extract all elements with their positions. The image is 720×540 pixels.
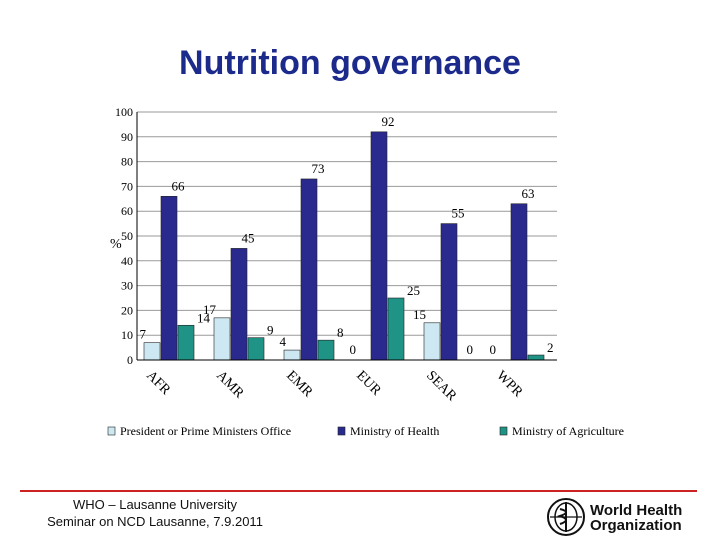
value-label: 63 <box>522 186 535 201</box>
bar-sear-1 <box>423 322 441 361</box>
bar-afr-3 <box>177 324 195 361</box>
value-label: 17 <box>203 302 217 317</box>
bar-wpr-3 <box>527 354 545 361</box>
bar-eur-3 <box>387 297 405 361</box>
value-label: 0 <box>350 342 357 357</box>
y-tick-label: 0 <box>127 353 133 367</box>
bar-emr-3 <box>317 339 335 361</box>
legend-swatch <box>337 426 346 436</box>
value-label: 55 <box>452 206 465 221</box>
category-labels: AFR AMR EMR EUR SEAR WPR <box>143 368 526 404</box>
bar-amr-3 <box>247 337 265 361</box>
legend-swatch <box>499 426 508 436</box>
y-tick-label: 50 <box>121 229 133 243</box>
value-label: 0 <box>490 342 497 357</box>
category-label: SEAR <box>423 368 459 404</box>
legend-swatch <box>107 426 116 436</box>
value-label: 45 <box>242 230 255 245</box>
who-logo-line-2: Organization <box>590 517 682 534</box>
bar-emr-2 <box>300 178 318 361</box>
bar-wpr-2 <box>510 203 528 361</box>
bar-eur-2 <box>370 131 388 361</box>
y-tick-label: 10 <box>121 328 133 342</box>
footer-text: WHO – Lausanne University Seminar on NCD… <box>20 496 290 530</box>
legend-label: Ministry of Health <box>350 424 439 438</box>
value-label: 9 <box>267 323 274 338</box>
value-label: 0 <box>467 342 474 357</box>
value-label: 2 <box>547 340 554 355</box>
category-label: AFR <box>143 368 173 398</box>
y-tick-label: 90 <box>121 130 133 144</box>
y-tick-label: 60 <box>121 204 133 218</box>
y-axis-ticks: 0 10 20 30 40 50 60 70 80 90 100 <box>115 105 133 367</box>
footer-line-1: WHO – Lausanne University <box>72 497 237 512</box>
who-logo-line-1: World Health <box>590 502 683 519</box>
legend-label: Ministry of Agriculture <box>512 424 624 438</box>
category-label: AMR <box>213 368 247 402</box>
value-label: 25 <box>407 283 420 298</box>
bar-amr-1 <box>213 317 231 361</box>
value-label: 92 <box>382 114 395 129</box>
gridlines <box>137 111 557 336</box>
value-label: 8 <box>337 325 344 340</box>
footer-divider <box>20 490 697 492</box>
value-label: 66 <box>172 178 186 193</box>
value-label: 7 <box>140 327 147 342</box>
category-label: EMR <box>283 368 316 401</box>
value-label: 14 <box>197 310 211 325</box>
bars <box>143 131 545 361</box>
bar-emr-1 <box>283 349 301 361</box>
bar-afr-2 <box>160 196 178 361</box>
y-tick-label: 70 <box>121 179 133 193</box>
y-tick-label: 100 <box>115 105 133 119</box>
y-axis-label: % <box>110 237 122 252</box>
who-logo: World Health Organization <box>546 497 696 539</box>
value-label: 4 <box>280 334 287 349</box>
value-label: 73 <box>312 161 325 176</box>
who-emblem-icon <box>547 498 585 536</box>
value-label: 15 <box>413 307 426 322</box>
category-label: EUR <box>353 368 384 399</box>
bar-amr-2 <box>230 248 248 361</box>
slide-title: Nutrition governance <box>179 44 521 82</box>
footer-line-2: Seminar on NCD Lausanne, 7.9.2011 <box>47 514 263 529</box>
bar-sear-2 <box>440 223 458 361</box>
legend: President or Prime Ministers Office Minis… <box>107 424 624 438</box>
y-tick-label: 80 <box>121 155 133 169</box>
bar-afr-1 <box>143 342 161 361</box>
category-label: WPR <box>493 368 526 401</box>
y-tick-label: 40 <box>121 254 133 268</box>
y-tick-label: 20 <box>121 303 133 317</box>
y-tick-label: 30 <box>121 279 133 293</box>
legend-label: President or Prime Ministers Office <box>120 424 291 438</box>
